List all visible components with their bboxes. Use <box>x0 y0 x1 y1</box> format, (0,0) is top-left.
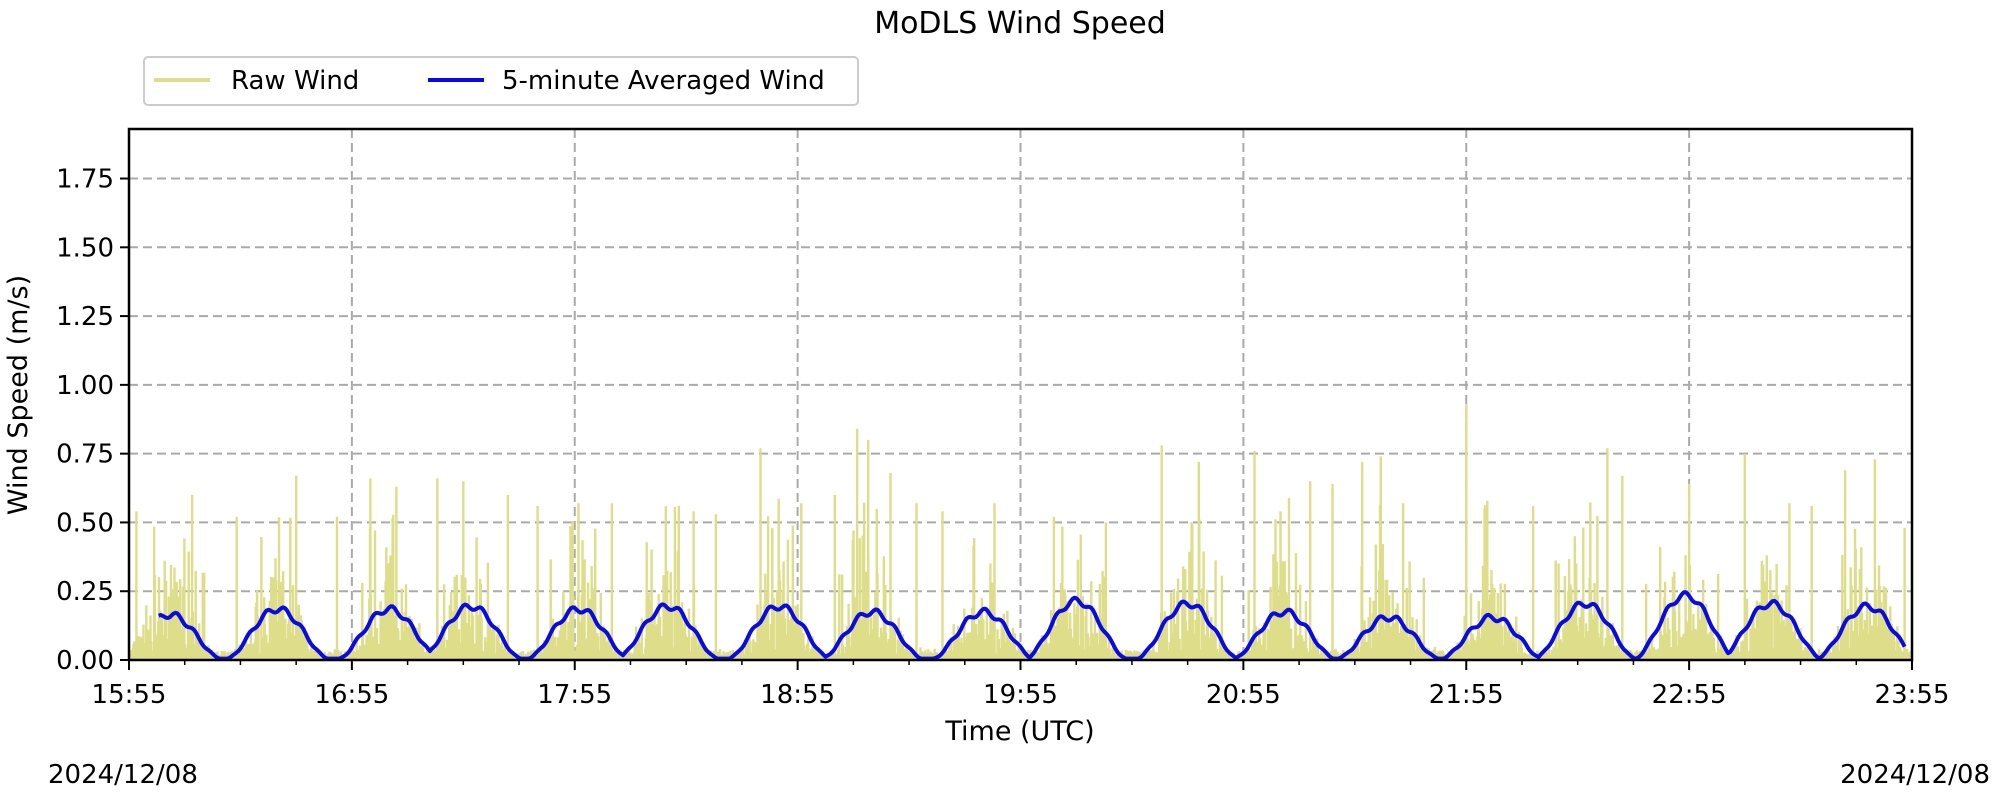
y-axis-label: Wind Speed (m/s) <box>3 275 34 515</box>
y-tick-label: 0.75 <box>56 440 114 470</box>
legend: Raw Wind 5-minute Averaged Wind <box>143 56 859 106</box>
y-tick-label: 1.25 <box>56 302 114 332</box>
y-tick-label: 1.75 <box>56 165 114 195</box>
y-tick-label: 0.00 <box>56 646 114 676</box>
x-tick-label: 17:55 <box>537 680 612 710</box>
end-date-label: 2024/12/08 <box>1840 760 1990 790</box>
x-tick-label: 15:55 <box>92 680 167 710</box>
y-tick-label: 1.00 <box>56 371 114 401</box>
y-tick-label: 1.50 <box>56 233 114 263</box>
x-tick-label: 22:55 <box>1652 680 1727 710</box>
chart-title: MoDLS Wind Speed <box>874 6 1166 41</box>
x-tick-label: 18:55 <box>760 680 835 710</box>
x-tick-label: 16:55 <box>314 680 389 710</box>
x-tick-label: 20:55 <box>1206 680 1281 710</box>
x-tick-label: 23:55 <box>1875 680 1950 710</box>
legend-label-avg: 5-minute Averaged Wind <box>502 66 825 96</box>
x-axis: 15:55 16:55 17:55 18:55 19:55 20:55 21:55 22:55… <box>92 660 1950 710</box>
y-axis: 0.00 0.25 0.50 0.75 1.00 1.25 1.50 1.75 <box>56 165 129 676</box>
y-tick-label: 0.50 <box>56 508 114 538</box>
start-date-label: 2024/12/08 <box>48 760 198 790</box>
legend-label-raw: Raw Wind <box>231 66 359 96</box>
x-axis-label: Time (UTC) <box>944 716 1094 747</box>
x-tick-label: 21:55 <box>1429 680 1504 710</box>
legend-frame <box>143 56 859 106</box>
averaged-wind-line <box>158 590 1907 661</box>
grid-lines <box>129 129 1913 660</box>
x-tick-label: 19:55 <box>983 680 1058 710</box>
y-tick-label: 0.25 <box>56 577 114 607</box>
